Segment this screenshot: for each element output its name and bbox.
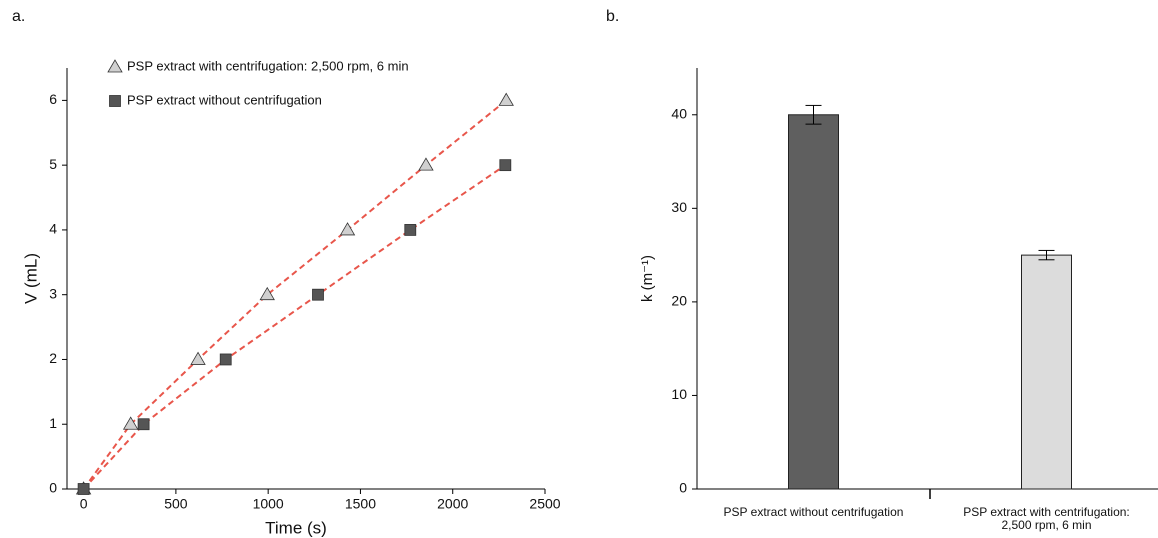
x-axis-title: Time (s) <box>265 518 327 537</box>
y-axis-title: V (mL) <box>21 253 40 304</box>
trend-line <box>82 99 507 490</box>
panel-label: b. <box>606 8 619 25</box>
y-tick-label: 3 <box>49 285 57 301</box>
point <box>77 483 90 495</box>
y-tick-label: 1 <box>49 415 57 431</box>
point <box>219 353 232 366</box>
point <box>259 286 275 301</box>
bar <box>1021 254 1072 490</box>
y-tick-label: 30 <box>671 199 687 215</box>
point <box>498 92 514 106</box>
point <box>312 288 324 301</box>
y-axis-title: k (m⁻¹) <box>639 255 656 302</box>
legend-label: PSP extract with centrifugation: 2,500 r… <box>127 58 409 73</box>
y-tick-label: 0 <box>49 480 57 496</box>
point <box>418 157 434 171</box>
x-tick-label: 2000 <box>437 496 468 512</box>
panel-label: a. <box>12 8 25 25</box>
point <box>404 224 417 236</box>
y-tick-label: 0 <box>679 480 687 496</box>
x-tick-label: PSP extract with centrifugation: 2,500 r… <box>963 505 1130 532</box>
y-tick-label: 5 <box>49 156 57 172</box>
bar <box>788 114 839 490</box>
y-tick-label: 20 <box>671 293 687 309</box>
point <box>499 159 512 172</box>
x-tick-label: 500 <box>164 496 188 512</box>
y-tick-label: 2 <box>49 350 57 366</box>
point <box>190 351 206 365</box>
x-tick-label: 1500 <box>345 496 376 512</box>
x-tick-label: 0 <box>80 496 88 512</box>
y-tick-label: 6 <box>49 91 57 107</box>
y-tick-label: 40 <box>671 105 687 121</box>
legend-marker <box>109 95 121 107</box>
x-tick-label: 1000 <box>253 496 284 512</box>
y-tick-label: 4 <box>49 221 57 237</box>
point <box>122 416 139 430</box>
x-tick-label: 2500 <box>529 496 560 512</box>
y-tick-label: 10 <box>671 386 687 402</box>
legend-marker <box>107 59 123 73</box>
x-tick-label: PSP extract without centrifugation <box>723 505 904 519</box>
point <box>137 418 150 431</box>
trend-line <box>82 164 506 490</box>
legend-label: PSP extract without centrifugation <box>127 92 322 107</box>
point <box>339 222 356 236</box>
